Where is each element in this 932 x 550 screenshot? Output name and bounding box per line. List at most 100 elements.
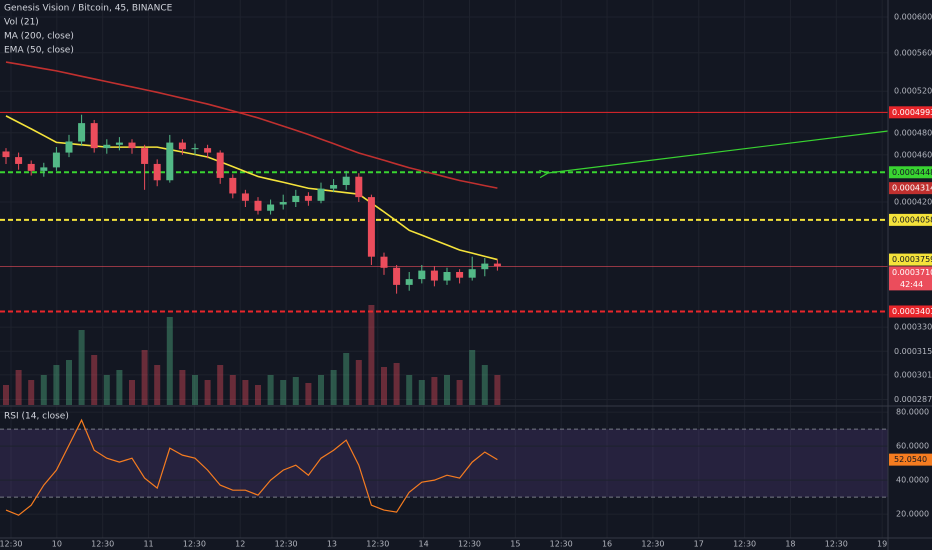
volume-bar <box>15 370 22 405</box>
x-tick-label: 11 <box>143 540 153 549</box>
last-price-label: 0.0003710 <box>892 268 932 277</box>
price-label: 0.0003759 <box>892 255 932 264</box>
chart-title: Genesis Vision / Bitcoin, 45, BINANCE <box>4 4 173 14</box>
x-tick-label: 12:30 <box>183 540 206 549</box>
candle-body <box>115 142 123 145</box>
x-tick-label: 16 <box>602 540 612 549</box>
candle-body <box>405 279 413 285</box>
rsi-label: 52.0540 <box>894 455 927 464</box>
candle-body <box>204 148 212 153</box>
price-label: 0.0004058 <box>892 215 932 224</box>
candle-body <box>317 188 325 201</box>
volume-bar <box>229 375 236 405</box>
volume-bar <box>166 317 173 405</box>
x-tick-label: 19 <box>877 540 887 549</box>
candle-body <box>456 272 464 278</box>
candle-body <box>355 176 363 198</box>
x-tick-label: 17 <box>694 540 704 549</box>
ema-line <box>5 115 498 261</box>
volume-bar <box>330 370 337 405</box>
candle-body <box>52 152 60 168</box>
candle-body <box>254 200 262 211</box>
rsi-line <box>5 418 498 516</box>
price-label: 0.0004448 <box>892 168 932 177</box>
volume-bar <box>53 365 60 405</box>
candle-body <box>78 123 86 142</box>
volume-bar <box>217 365 224 405</box>
x-tick-label: 12:30 <box>825 540 848 549</box>
last-price-bg <box>889 266 932 291</box>
candle-body <box>342 176 350 186</box>
indicator-label: RSI (14, close) <box>4 412 69 422</box>
candle-body <box>367 197 375 257</box>
volume-bar <box>154 365 161 405</box>
candle-body <box>241 193 249 201</box>
countdown-label: 42:44 <box>900 280 923 289</box>
volume-bar <box>129 380 135 405</box>
candle-body <box>128 142 136 149</box>
candle-body <box>430 270 438 281</box>
indicator-label: Vol (21) <box>4 18 39 28</box>
volume-bar <box>242 380 249 405</box>
candle-body <box>103 144 111 149</box>
x-tick-label: 12:30 <box>733 540 756 549</box>
candle-body <box>27 163 35 171</box>
candle-body <box>481 263 489 270</box>
x-tick-label: 15 <box>510 540 520 549</box>
y-tick-label: 40.0000 <box>896 476 929 485</box>
volume-bar <box>3 385 9 405</box>
candle-body <box>279 202 287 205</box>
volume-bar <box>91 355 98 405</box>
volume-bar <box>406 375 413 405</box>
volume-bar <box>444 375 450 405</box>
candle-body <box>393 267 401 285</box>
candle-body <box>418 270 426 280</box>
volume-bar <box>343 353 350 405</box>
volume-bar <box>292 377 299 405</box>
y-tick-label: 80.0000 <box>896 408 929 417</box>
ma-line <box>5 61 498 189</box>
indicator-label: MA (200, close) <box>4 32 74 42</box>
volume-bar <box>368 305 375 405</box>
volume-bar <box>280 380 287 405</box>
x-tick-label: 12:30 <box>366 540 389 549</box>
x-tick-label: 12:30 <box>91 540 114 549</box>
candle-body <box>229 177 237 194</box>
volume-bar <box>116 370 123 405</box>
price-label-bg <box>889 213 932 226</box>
candle-body <box>191 148 199 150</box>
volume-bar <box>192 375 198 405</box>
x-tick-label: 14 <box>419 540 429 549</box>
y-tick-label: 60.0000 <box>896 442 929 451</box>
candle-body <box>330 185 338 189</box>
volume-bar <box>481 365 488 405</box>
price-label-bg <box>889 166 932 179</box>
candle-body <box>166 142 174 181</box>
price-label: 0.0004314 <box>892 184 932 193</box>
volume-bar <box>355 360 362 405</box>
rsi-label-bg <box>889 453 932 466</box>
volume-bar <box>494 375 501 405</box>
candle-body <box>493 263 501 267</box>
y-tick-label: 0.0002870 <box>894 395 932 404</box>
candle-body <box>267 204 275 211</box>
candle-body <box>380 256 388 268</box>
volume-bar <box>469 350 476 405</box>
candle-body <box>40 167 48 171</box>
volume-bar <box>78 330 85 405</box>
volume-bar <box>381 367 387 405</box>
candle-body <box>15 157 23 164</box>
price-label: 0.0003401 <box>892 307 932 316</box>
candle-body <box>141 148 149 164</box>
volume-bar <box>28 380 35 405</box>
indicator-label: EMA (50, close) <box>4 46 74 56</box>
volume-bar <box>40 375 47 405</box>
x-tick-label: 12:30 <box>550 540 573 549</box>
